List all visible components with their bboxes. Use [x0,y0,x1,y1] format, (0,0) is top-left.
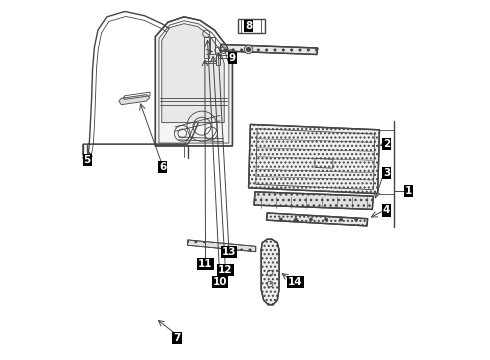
Text: 5: 5 [84,155,91,165]
Circle shape [294,218,297,221]
Circle shape [279,218,282,221]
Polygon shape [188,240,256,252]
Circle shape [246,47,251,51]
Polygon shape [162,24,224,123]
Text: 14: 14 [288,277,302,287]
Circle shape [324,218,327,221]
Polygon shape [155,17,232,146]
Text: 10: 10 [213,277,227,287]
Text: 12: 12 [218,265,233,275]
Polygon shape [220,44,318,54]
Circle shape [245,45,253,54]
Text: 7: 7 [173,333,180,343]
Text: 4: 4 [383,206,391,216]
Circle shape [340,218,343,221]
Text: 9: 9 [229,53,236,63]
Text: 1: 1 [405,186,412,196]
Polygon shape [119,95,150,105]
Circle shape [355,218,358,221]
Polygon shape [261,239,279,305]
Text: 3: 3 [383,168,390,178]
Text: 13: 13 [221,247,236,257]
Circle shape [310,218,313,221]
Polygon shape [267,213,368,226]
Text: 6: 6 [159,162,166,172]
Polygon shape [254,192,373,210]
Text: 8: 8 [245,21,252,31]
Polygon shape [248,125,379,194]
Text: 11: 11 [198,259,213,269]
Text: 2: 2 [383,139,390,149]
